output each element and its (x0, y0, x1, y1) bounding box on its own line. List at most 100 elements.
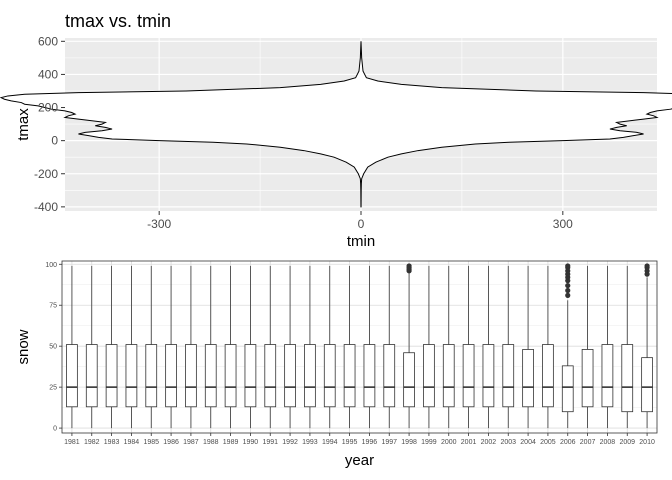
boxplot-y-axis-title: snow (15, 329, 32, 364)
violin-x-ticks: -300 0 300 (147, 211, 573, 231)
box-iqr (224, 344, 237, 408)
x-tick-label: 1992 (282, 439, 298, 446)
box-iqr (125, 344, 138, 408)
x-tick-label: 1984 (124, 439, 140, 446)
box-outlier (565, 282, 571, 289)
box-iqr (165, 344, 177, 408)
box-iqr (462, 344, 475, 408)
violin-shape (0, 41, 672, 208)
boxplot-plot-background (62, 261, 657, 433)
box-iqr (304, 344, 316, 408)
box-1998 (403, 263, 415, 429)
box-iqr (423, 344, 435, 408)
box-1996 (363, 265, 376, 429)
chart-title: tmax vs. tmin (65, 11, 171, 31)
box-iqr (204, 344, 217, 408)
box-iqr (482, 344, 495, 408)
box-iqr (522, 349, 534, 408)
box-2001 (462, 265, 475, 429)
x-tick-label: 1991 (262, 439, 278, 446)
y-tick-label: -200 (34, 167, 58, 181)
box-outlier (565, 292, 571, 298)
box-iqr (561, 365, 574, 413)
box-2006 (561, 263, 574, 429)
x-tick-label: 1997 (381, 439, 397, 446)
box-1997 (383, 265, 396, 429)
x-tick-label: 1989 (223, 439, 239, 446)
box-iqr (502, 344, 515, 408)
boxplot-x-axis-title: year (345, 452, 374, 469)
box-iqr (641, 357, 653, 413)
x-tick-label: 1986 (163, 439, 179, 446)
box-2005 (542, 265, 554, 429)
box-2004 (522, 265, 534, 429)
box-1992 (284, 265, 296, 429)
box-2007 (581, 265, 594, 429)
x-tick-label: 1996 (362, 439, 378, 446)
box-1993 (304, 265, 316, 429)
x-tick-label: 1995 (342, 439, 358, 446)
box-1999 (423, 265, 435, 429)
box-iqr (244, 344, 257, 408)
box-1983 (105, 265, 118, 429)
box-iqr (601, 344, 614, 408)
x-tick-label: 1982 (84, 439, 100, 446)
box-1990 (244, 265, 257, 429)
box-1981 (66, 265, 78, 429)
box-iqr (542, 344, 554, 408)
x-tick-label: 2010 (639, 439, 655, 446)
x-tick-label: 1998 (401, 439, 417, 446)
x-tick-label: 300 (553, 217, 573, 231)
x-tick-label: 2009 (619, 439, 635, 446)
y-tick-label: 75 (49, 303, 57, 310)
x-tick-label: 1987 (183, 439, 199, 446)
box-1982 (85, 265, 98, 429)
box-2009 (621, 265, 634, 429)
box-outlier (565, 263, 571, 269)
box-2000 (442, 265, 455, 429)
x-tick-label: -300 (147, 217, 171, 231)
box-1984 (125, 265, 138, 429)
x-tick-label: 2004 (520, 439, 536, 446)
box-iqr (621, 344, 634, 413)
y-tick-label: 400 (38, 67, 58, 81)
box-1987 (185, 265, 197, 429)
box-iqr (105, 344, 118, 408)
y-tick-label: -400 (34, 200, 58, 214)
box-2008 (601, 265, 614, 429)
y-tick-label: 0 (51, 134, 58, 148)
box-1995 (343, 265, 356, 429)
x-tick-label: 1994 (322, 439, 338, 446)
violin-x-axis-title: tmin (347, 233, 375, 250)
box-iqr (383, 344, 396, 408)
x-tick-label: 2006 (560, 439, 576, 446)
boxplot-panel-border (61, 260, 658, 434)
box-outlier (565, 287, 571, 294)
x-tick-label: 2003 (500, 439, 516, 446)
box-iqr (442, 344, 455, 408)
y-tick-label: 100 (45, 262, 57, 269)
box-iqr (185, 344, 197, 408)
box-iqr (323, 344, 336, 408)
x-tick-label: 1981 (64, 439, 80, 446)
box-iqr (363, 344, 376, 408)
box-2002 (482, 265, 495, 429)
y-tick-label: 50 (49, 344, 57, 351)
box-iqr (581, 349, 594, 408)
box-iqr (403, 352, 415, 408)
violin-chart: -400 -200 0 200 400 600 -300 0 300 tmax vs. tmi… (0, 11, 672, 250)
box-iqr (343, 344, 356, 408)
x-tick-label: 1983 (104, 439, 120, 446)
box-2003 (502, 265, 515, 429)
box-iqr (85, 344, 98, 408)
box-outlier (406, 263, 412, 269)
boxplot-x-ticks: 1981 1982 1983 1984 1985 1986 1987 1988 1989 1990… (64, 433, 655, 446)
box-1989 (224, 265, 237, 429)
boxplot-y-ticks: 0 25 50 75 100 (45, 262, 62, 433)
box-1991 (264, 265, 277, 429)
box-outlier (644, 263, 650, 269)
x-tick-label: 2001 (461, 439, 477, 446)
box-2010 (641, 263, 653, 429)
